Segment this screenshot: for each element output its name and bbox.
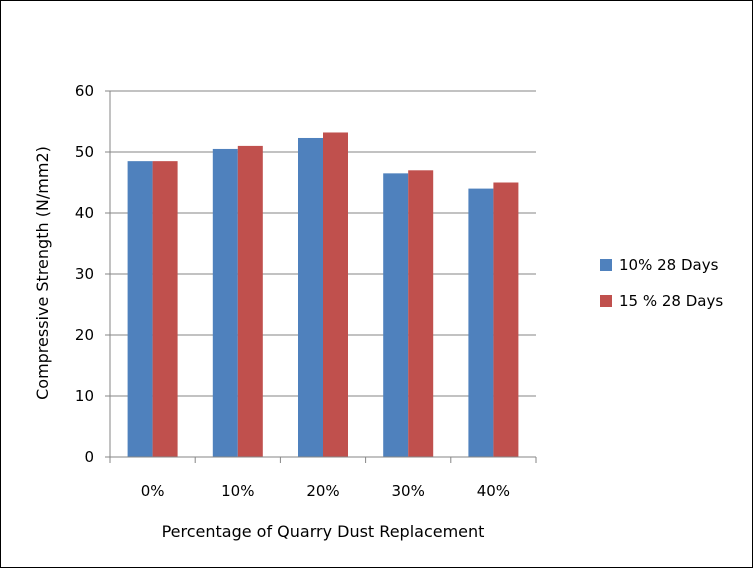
y-tick-label: 30 (75, 265, 94, 283)
y-tick-label: 60 (75, 82, 94, 100)
legend-label: 10% 28 Days (619, 256, 719, 274)
gridlines (110, 90, 536, 397)
bar (408, 170, 434, 458)
legend: 10% 28 Days 15 % 28 Days (600, 256, 723, 310)
bar (383, 173, 409, 457)
bar (298, 137, 323, 457)
y-tick-label: 20 (75, 326, 94, 344)
x-tick-labels: 0% 10% 20% 30% 40% (141, 482, 510, 500)
y-tick-label: 0 (84, 448, 94, 466)
bar (468, 188, 494, 457)
bar (152, 161, 178, 457)
bar (237, 145, 263, 457)
y-tick-label: 50 (75, 143, 94, 161)
axes (105, 90, 537, 463)
x-tick-label: 0% (141, 482, 165, 500)
x-axis-title: Percentage of Quarry Dust Replacement (162, 522, 485, 541)
bar (127, 161, 153, 457)
x-tick-label: 30% (392, 482, 425, 500)
x-tick-label: 40% (477, 482, 510, 500)
bar (212, 148, 238, 457)
legend-label: 15 % 28 Days (619, 292, 723, 310)
bar (323, 132, 348, 458)
legend-swatch (600, 259, 612, 271)
bar (493, 182, 519, 457)
y-axis-title: Compressive Strength (N/mm2) (33, 146, 52, 400)
legend-swatch (600, 295, 612, 307)
y-tick-labels: 0 10 20 30 40 50 60 (75, 82, 94, 466)
bars (127, 132, 519, 458)
y-tick-label: 10 (75, 387, 94, 405)
x-tick-label: 10% (221, 482, 254, 500)
y-tick-label: 40 (75, 204, 94, 222)
x-tick-label: 20% (306, 482, 339, 500)
